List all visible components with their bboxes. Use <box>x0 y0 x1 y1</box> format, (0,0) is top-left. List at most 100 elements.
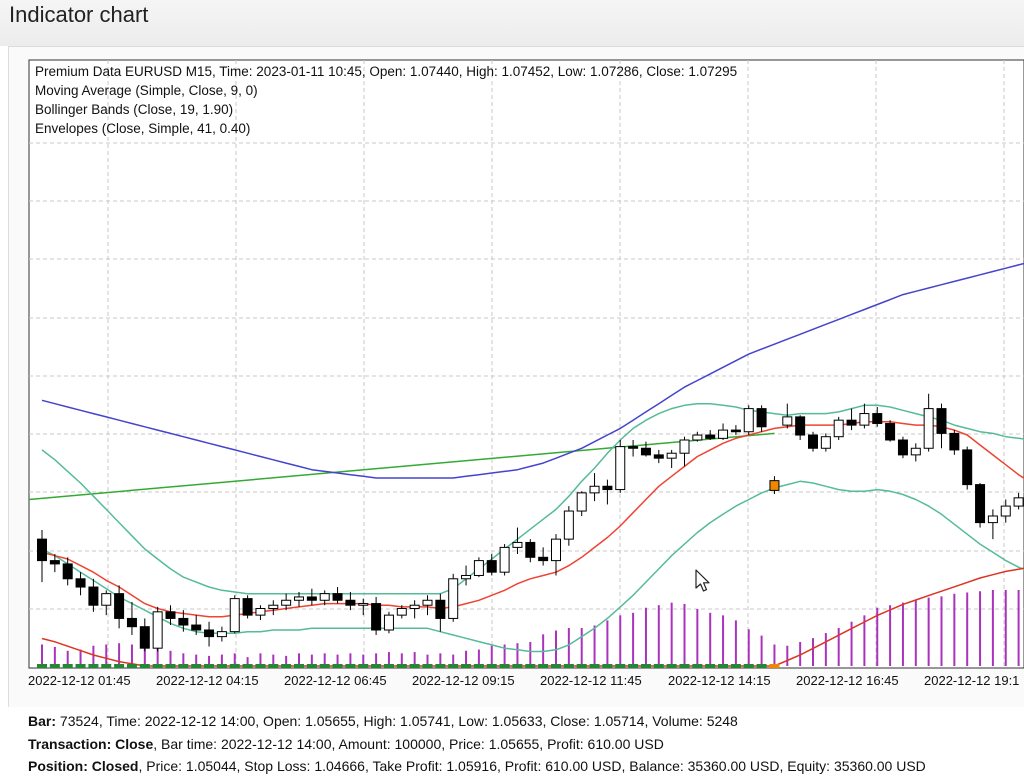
legend-line-envelopes: Envelopes (Close, Simple, 41, 0.40) <box>35 121 250 136</box>
position-marker <box>435 664 446 668</box>
candle <box>923 393 934 452</box>
candle-body <box>268 604 279 610</box>
candle <box>602 479 613 505</box>
candle <box>512 527 523 554</box>
position-marker <box>730 664 741 668</box>
candle-body <box>897 439 908 456</box>
position-info-text: , Price: 1.05044, Stop Loss: 1.04666, Ta… <box>138 758 926 774</box>
position-marker <box>551 664 561 668</box>
candle <box>242 595 253 619</box>
candle-body <box>114 593 125 619</box>
candle-body <box>461 574 472 580</box>
grid <box>29 60 1024 668</box>
candle-body <box>653 454 664 459</box>
position-marker <box>216 664 227 668</box>
position-info: Position: Closed, Price: 1.05044, Stop L… <box>28 758 926 774</box>
candle-body <box>872 413 883 424</box>
position-marker <box>589 664 600 668</box>
candle <box>461 565 472 586</box>
position-marker <box>37 664 47 668</box>
candle-body <box>204 629 215 638</box>
candle-body <box>435 599 446 619</box>
candle <box>1013 492 1024 510</box>
candle-body <box>358 603 369 606</box>
candle <box>538 547 549 566</box>
position-marker <box>255 664 266 668</box>
candle <box>859 403 870 429</box>
position-marker <box>319 664 330 668</box>
candle-body <box>833 419 844 438</box>
candle <box>358 598 369 616</box>
candle <box>615 440 626 493</box>
position-marker <box>383 664 394 668</box>
candle-body <box>859 413 870 426</box>
candle <box>897 436 908 459</box>
candle <box>949 430 960 455</box>
candle <box>833 416 844 440</box>
candle-body <box>538 556 549 562</box>
candle-body <box>975 484 986 524</box>
x-tick-label: 2022-12-12 11:45 <box>540 673 642 688</box>
transaction-info-label: Transaction: Close <box>28 736 154 752</box>
candle-body <box>448 578 459 619</box>
candle <box>718 423 729 440</box>
candle-body <box>126 617 137 628</box>
candle <box>525 539 536 563</box>
candle <box>743 405 754 436</box>
candle-body <box>165 611 176 619</box>
position-marker <box>461 664 472 668</box>
candle-body <box>949 432 960 451</box>
candle <box>705 430 716 440</box>
envelopes-upper-line <box>41 262 1024 479</box>
position-marker <box>628 664 639 668</box>
candle-body <box>37 538 47 562</box>
candle <box>872 406 883 427</box>
plot-area <box>28 59 1024 669</box>
candle <box>62 557 73 586</box>
position-marker <box>499 664 510 668</box>
position-markers <box>37 664 780 668</box>
indicator-chart[interactable]: Premium Data EURUSD M15, Time: 2023-01-1… <box>0 0 1024 706</box>
candle <box>383 611 394 634</box>
candle <box>782 403 793 429</box>
candle-body <box>345 599 356 606</box>
position-marker <box>49 664 60 668</box>
candle-body <box>820 436 831 449</box>
position-marker <box>756 664 767 668</box>
position-marker <box>486 664 497 668</box>
candle-body <box>551 538 561 562</box>
bar-info: Bar: 73524, Time: 2022-12-12 14:00, Open… <box>28 713 738 729</box>
candle-body <box>332 593 343 601</box>
candle-body <box>383 614 394 631</box>
position-marker <box>602 664 613 668</box>
candle-body <box>923 408 934 449</box>
candle-body <box>139 626 150 649</box>
candle-body <box>242 598 253 616</box>
candle-body <box>216 631 227 638</box>
candle <box>589 473 600 502</box>
candle <box>435 593 446 632</box>
candle <box>885 420 896 442</box>
candle-body <box>910 447 921 456</box>
position-marker <box>101 664 112 668</box>
position-marker <box>152 664 163 668</box>
candle-body <box>987 515 998 524</box>
candle <box>126 601 137 635</box>
candle-body <box>75 578 86 588</box>
candle <box>371 596 382 635</box>
candle-body <box>88 586 99 606</box>
candle-body <box>281 599 292 606</box>
candle-body <box>705 434 716 439</box>
candle-body <box>743 408 754 433</box>
candle-body <box>1013 497 1024 507</box>
candle <box>987 509 998 540</box>
position-marker <box>191 664 202 668</box>
candle <box>473 557 484 578</box>
position-marker <box>538 664 549 668</box>
position-marker <box>268 664 279 668</box>
position-marker <box>653 664 664 668</box>
position-marker <box>525 664 536 668</box>
candle <box>628 440 639 457</box>
candle-body <box>692 434 703 441</box>
candle-body <box>679 439 690 454</box>
